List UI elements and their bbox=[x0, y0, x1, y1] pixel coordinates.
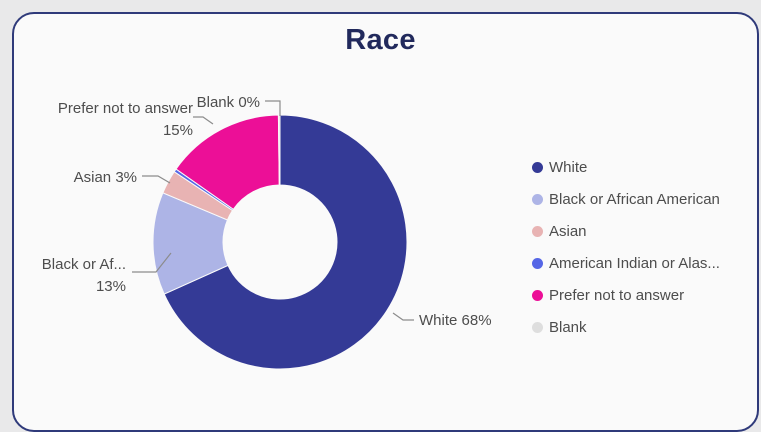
legend-marker-asian bbox=[532, 225, 543, 237]
legend-marker-american-indian bbox=[532, 257, 543, 269]
leader-line-black bbox=[132, 252, 172, 273]
legend-item-american-indian[interactable]: American Indian or Alas... bbox=[532, 247, 720, 279]
legend-item-prefer[interactable]: Prefer not to answer bbox=[532, 279, 720, 311]
data-label-asian: Asian 3% bbox=[74, 169, 137, 186]
legend-marker-white bbox=[532, 161, 543, 173]
legend-item-blank[interactable]: Blank bbox=[532, 311, 720, 343]
legend-label: Prefer not to answer bbox=[549, 286, 685, 304]
data-label-prefer-name: Prefer not to answer bbox=[58, 100, 193, 117]
data-label-black-value: 13% bbox=[96, 278, 126, 295]
leader-line-blank bbox=[265, 100, 281, 116]
chart-title: Race bbox=[345, 24, 416, 56]
legend-marker-blank bbox=[532, 321, 543, 333]
legend-label: Black or African American bbox=[549, 190, 720, 208]
donut-slice-blank[interactable] bbox=[277, 114, 281, 186]
legend-label: Asian bbox=[549, 222, 587, 240]
legend-item-asian[interactable]: Asian bbox=[532, 215, 720, 247]
leader-line-asian bbox=[142, 175, 171, 184]
data-label-black-name: Black or Af... bbox=[42, 256, 126, 273]
legend-label: Blank bbox=[549, 318, 587, 336]
data-label-prefer-value: 15% bbox=[163, 122, 193, 139]
data-label-blank: Blank 0% bbox=[197, 94, 260, 111]
leader-line-prefer bbox=[193, 116, 214, 125]
data-label-white: White 68% bbox=[419, 312, 492, 329]
legend-item-black[interactable]: Black or African American bbox=[532, 183, 720, 215]
legend-label: White bbox=[549, 158, 588, 176]
donut-slice-white[interactable] bbox=[163, 114, 408, 370]
legend-marker-black bbox=[532, 193, 543, 205]
leader-line-white bbox=[392, 312, 414, 321]
donut-chart: White 68% Black or Af... 13% Asian 3% Pr… bbox=[42, 94, 492, 370]
legend-marker-prefer bbox=[532, 289, 543, 301]
legend-label: American Indian or Alas... bbox=[549, 254, 720, 272]
chart-legend: White Black or African American Asian Am… bbox=[532, 151, 720, 343]
legend-item-white[interactable]: White bbox=[532, 151, 720, 183]
